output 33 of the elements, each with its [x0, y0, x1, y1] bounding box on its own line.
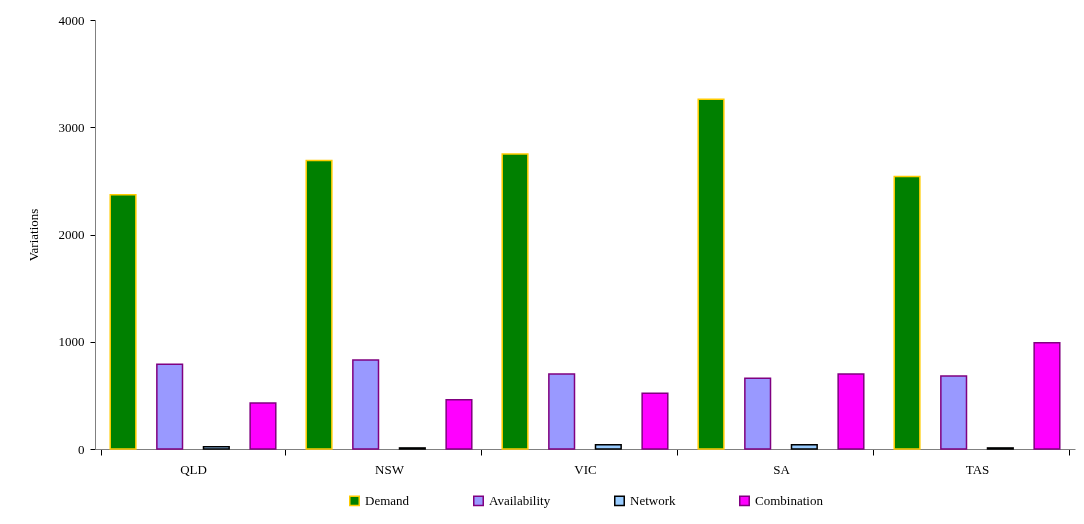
bar: [594, 443, 622, 450]
y-tick-label: 2000: [58, 227, 85, 242]
y-tick-label: 0: [78, 441, 85, 457]
y-tick-label: 3000: [58, 119, 85, 135]
x-tick-label: QLD: [180, 461, 207, 477]
x-tick-label: TAS: [965, 461, 990, 477]
y-tick-label: 1000: [58, 334, 85, 350]
bar: [641, 392, 669, 450]
y-tick-label: 4000: [58, 12, 85, 28]
x-tick-label: VIC: [574, 461, 597, 477]
bar: [697, 98, 725, 450]
bar: [940, 375, 968, 450]
x-tick-label: SA: [773, 461, 791, 477]
bar: [501, 153, 529, 450]
legend-label: Combination: [755, 492, 824, 508]
y-axis-title: Variations: [25, 208, 41, 262]
bar: [790, 443, 818, 450]
legend-label: Availability: [489, 492, 551, 508]
bar: [352, 359, 380, 450]
bar: [837, 373, 865, 450]
bar: [744, 377, 772, 450]
legend-label: Demand: [365, 492, 410, 508]
legend-label: Network: [630, 492, 676, 508]
bar: [893, 175, 921, 450]
bar: [156, 363, 184, 450]
bar: [202, 446, 230, 450]
bar: [548, 373, 576, 450]
bar: [109, 194, 137, 450]
x-tick-label: NSW: [375, 461, 405, 477]
bar: [1033, 342, 1061, 450]
bar: [249, 402, 277, 450]
bar: [445, 398, 473, 450]
bar: [305, 159, 333, 450]
